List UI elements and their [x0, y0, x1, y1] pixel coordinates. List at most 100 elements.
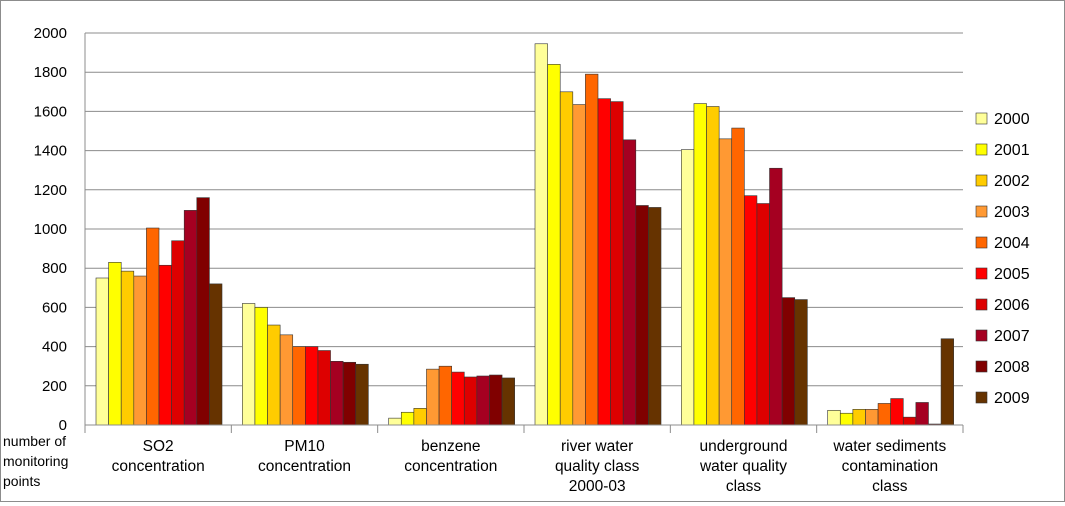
- bar: [597, 98, 611, 426]
- legend-swatch: [975, 360, 988, 373]
- legend-swatch: [975, 143, 988, 156]
- bar: [317, 350, 331, 426]
- bar: [489, 374, 503, 426]
- category-labels: SO2 concentration PM10 concentration benzene…: [112, 438, 947, 495]
- legend-label: 2004: [994, 235, 1030, 252]
- bar: [890, 398, 904, 426]
- bar: [865, 409, 879, 426]
- legend-swatch: [975, 391, 988, 404]
- bar: [572, 104, 586, 426]
- bar: [330, 360, 344, 426]
- bar: [146, 227, 160, 426]
- category-label: water sediments: [832, 438, 946, 455]
- bar: [706, 106, 720, 426]
- y-tick-label: 1600: [34, 103, 67, 120]
- legend-swatch: [975, 174, 988, 187]
- category-label: contamination: [842, 458, 939, 475]
- bar: [501, 377, 515, 426]
- legend: 2000 2001 2002 2003 2004 2005 2006 2007 2008 2009: [975, 111, 1030, 407]
- bar: [877, 403, 891, 426]
- bar: [744, 195, 758, 426]
- bar: [731, 127, 745, 426]
- legend-label: 2009: [994, 390, 1030, 407]
- bar: [693, 103, 707, 426]
- bars: [95, 43, 954, 426]
- bar: [547, 64, 561, 426]
- y-tick-label: 400: [42, 339, 67, 356]
- legend-label: 2001: [994, 142, 1030, 159]
- legend-label: 2008: [994, 359, 1030, 376]
- y-tick-label: 0: [59, 417, 67, 434]
- bar: [476, 375, 490, 426]
- bar: [305, 346, 319, 426]
- bar: [158, 264, 172, 426]
- bar: [463, 376, 478, 426]
- bar: [242, 303, 256, 426]
- bar: [794, 299, 808, 426]
- bar: [342, 361, 357, 426]
- legend-label: 2000: [994, 111, 1030, 128]
- bar: [279, 334, 294, 426]
- bar: [839, 412, 854, 426]
- legend-swatch: [975, 267, 988, 280]
- category-label: SO2: [143, 438, 174, 455]
- category-label: 2000-03: [569, 478, 626, 495]
- category-label: water quality: [699, 458, 787, 475]
- legend-swatch: [975, 236, 988, 249]
- bar: [756, 203, 770, 426]
- bar: [451, 371, 465, 426]
- legend-swatch: [975, 112, 988, 125]
- legend-swatch: [975, 298, 988, 311]
- bar: [940, 338, 954, 426]
- bar: [413, 408, 427, 426]
- bar: [133, 275, 147, 426]
- bar: [622, 139, 637, 426]
- legend-label: 2002: [994, 173, 1030, 190]
- bar: [769, 167, 783, 426]
- category-label: concentration: [112, 458, 205, 475]
- bar: [681, 149, 695, 426]
- bar: [610, 101, 624, 426]
- category-label: benzene: [421, 438, 480, 455]
- category-label: PM10: [284, 438, 325, 455]
- bar: [852, 409, 866, 426]
- bar: [355, 363, 369, 426]
- gridlines: [85, 32, 963, 387]
- y-tick-label: 1200: [34, 182, 67, 199]
- category-label: concentration: [258, 458, 351, 475]
- legend-swatch: [975, 205, 988, 218]
- bar: [267, 324, 281, 426]
- bar: [534, 43, 548, 426]
- bar: [718, 138, 733, 426]
- bar: [388, 417, 402, 426]
- y-tick-label: 2000: [34, 25, 67, 42]
- bar: [426, 368, 440, 426]
- category-label: class: [726, 478, 762, 495]
- y-tick-label: 800: [42, 260, 67, 277]
- category-label: concentration: [404, 458, 497, 475]
- category-label: quality class: [555, 458, 640, 475]
- bar: [585, 73, 599, 426]
- bar: [209, 283, 223, 426]
- category-label: river water: [561, 438, 633, 455]
- bar: [292, 346, 306, 426]
- axes: [84, 33, 964, 433]
- bar: [400, 411, 415, 426]
- legend-label: 2007: [994, 328, 1030, 345]
- category-label: underground: [700, 438, 788, 455]
- y-tick-label: 200: [42, 378, 67, 395]
- bar: [171, 240, 185, 426]
- category-label: class: [872, 478, 908, 495]
- y-tick-label: 1800: [34, 64, 67, 81]
- bar: [95, 277, 109, 426]
- bar: [559, 91, 574, 426]
- y-tick-label: 1400: [34, 143, 67, 160]
- y-tick-labels: 0 200 400 600 800 1000 1200 1400 1600 1800 2000: [34, 25, 67, 434]
- y-tick-label: 600: [42, 299, 67, 316]
- bar: [183, 210, 198, 426]
- bar: [120, 270, 135, 426]
- legend-label: 2005: [994, 266, 1030, 283]
- bar: [915, 402, 929, 426]
- bar: [827, 409, 841, 426]
